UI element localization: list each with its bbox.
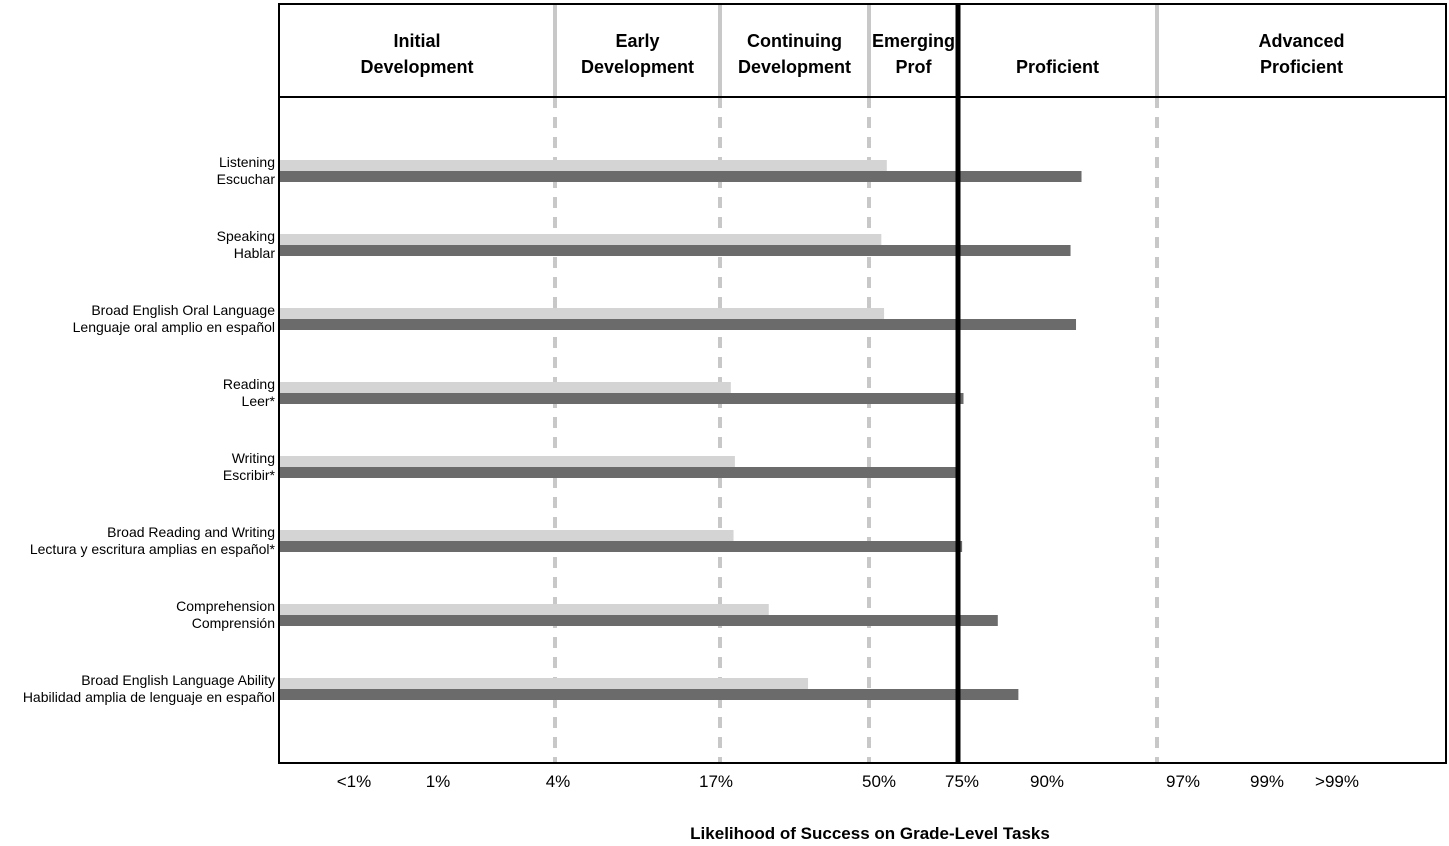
bar-dark (279, 689, 1019, 700)
band-label: Development (581, 57, 694, 77)
bar-light (279, 604, 769, 615)
x-tick-label: 17% (699, 772, 733, 791)
x-tick-label: 75% (945, 772, 979, 791)
row-label: Listening (219, 154, 275, 170)
chart-frame (278, 3, 1447, 764)
x-tick-label: 90% (1030, 772, 1064, 791)
bar-series (279, 160, 1082, 700)
row-label: Escuchar (217, 171, 276, 187)
band-label: Prof (896, 57, 933, 77)
bar-light (279, 160, 887, 171)
bar-dark (279, 393, 964, 404)
bar-dark (279, 319, 1077, 330)
row-label: Lenguaje oral amplio en español (73, 319, 275, 335)
band-gridlines (553, 4, 1159, 763)
row-label: Comprehension (176, 598, 275, 614)
row-label: Comprensión (192, 615, 275, 631)
row-label: Leer* (242, 393, 276, 409)
bar-light (279, 530, 734, 541)
band-label: Emerging (872, 31, 955, 51)
x-tick-label: 4% (546, 772, 571, 791)
x-tick-label: >99% (1315, 772, 1359, 791)
bar-dark (279, 245, 1071, 256)
row-label: Reading (223, 376, 275, 392)
bar-light (279, 234, 882, 245)
row-label: Broad Reading and Writing (107, 524, 275, 540)
band-label: Advanced (1258, 31, 1344, 51)
row-label: Hablar (234, 245, 276, 261)
band-label: Continuing (747, 31, 842, 51)
x-tick-label: <1% (337, 772, 372, 791)
row-label: Broad English Language Ability (81, 672, 275, 688)
bar-dark (279, 171, 1082, 182)
bar-light (279, 308, 885, 319)
band-label: Development (360, 57, 473, 77)
bar-light (279, 456, 735, 467)
x-tick-label: 99% (1250, 772, 1284, 791)
x-axis-title: Likelihood of Success on Grade-Level Tas… (690, 824, 1050, 843)
x-tick-label: 1% (426, 772, 451, 791)
bar-dark (279, 615, 998, 626)
plot-border (278, 3, 1447, 764)
x-tick-labels: <1% 1% 4% 17% 50% 75% 90% 97% 99% >99% (337, 772, 1359, 791)
x-tick-label: 97% (1166, 772, 1200, 791)
band-label: Proficient (1016, 57, 1099, 77)
bar-dark (279, 467, 960, 478)
bar-light (279, 678, 809, 689)
band-label: Development (738, 57, 851, 77)
band-label: Proficient (1260, 57, 1343, 77)
row-label: Speaking (217, 228, 275, 244)
bar-light (279, 382, 731, 393)
row-label: Escribir* (223, 467, 276, 483)
band-headers: Initial Development Early Development Contin… (360, 31, 1344, 77)
row-label: Writing (232, 450, 275, 466)
bar-dark (279, 541, 963, 552)
band-label: Initial (393, 31, 440, 51)
row-label: Habilidad amplia de lenguaje en español (23, 689, 275, 705)
x-tick-label: 50% (862, 772, 896, 791)
row-label: Lectura y escritura amplias en español* (30, 541, 276, 557)
band-label: Early (615, 31, 659, 51)
row-label: Broad English Oral Language (91, 302, 275, 318)
